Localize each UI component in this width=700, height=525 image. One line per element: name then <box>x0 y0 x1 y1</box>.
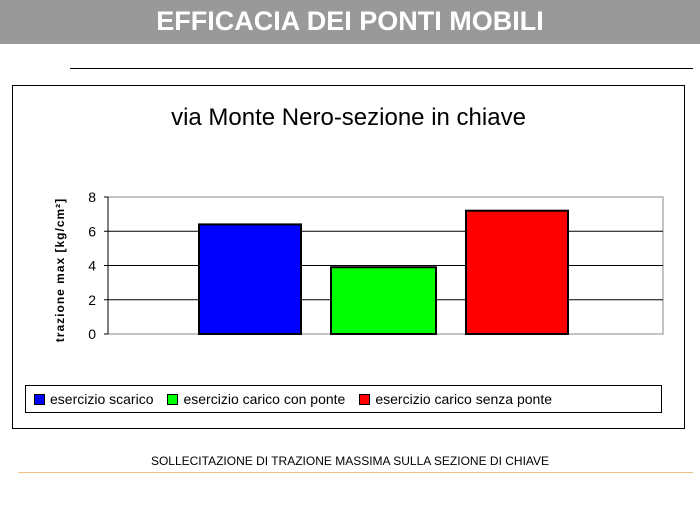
footer-divider <box>18 472 693 473</box>
y-tick-label: 0 <box>88 326 96 342</box>
legend-label: esercizio carico con ponte <box>183 391 346 407</box>
bar-0 <box>198 223 302 335</box>
legend: esercizio scarico esercizio carico con po… <box>25 385 662 413</box>
slide-title: EFFICACIA DEI PONTI MOBILI <box>156 6 544 36</box>
legend-item: esercizio carico con ponte <box>167 391 345 407</box>
bar-1 <box>330 266 437 335</box>
bar-2 <box>465 209 569 335</box>
y-tick-label: 2 <box>88 292 96 308</box>
legend-swatch <box>167 393 179 405</box>
legend-label: esercizio carico senza ponte <box>375 391 553 407</box>
divider <box>70 68 693 69</box>
y-tick-label: 8 <box>88 189 96 205</box>
legend-swatch <box>359 393 371 405</box>
legend-swatch <box>34 393 45 405</box>
legend-item: esercizio scarico <box>34 391 153 407</box>
chart-title: via Monte Nero-sezione in chiave <box>171 104 526 131</box>
chart-frame <box>12 85 685 429</box>
y-tick-label: 4 <box>88 258 96 274</box>
legend-label: esercizio scarico <box>50 391 154 407</box>
y-tick-label: 6 <box>88 223 96 239</box>
slide-header: EFFICACIA DEI PONTI MOBILI <box>0 0 700 44</box>
caption: SOLLECITAZIONE DI TRAZIONE MASSIMA SULLA… <box>150 454 550 468</box>
legend-item: esercizio carico senza ponte <box>359 391 552 407</box>
